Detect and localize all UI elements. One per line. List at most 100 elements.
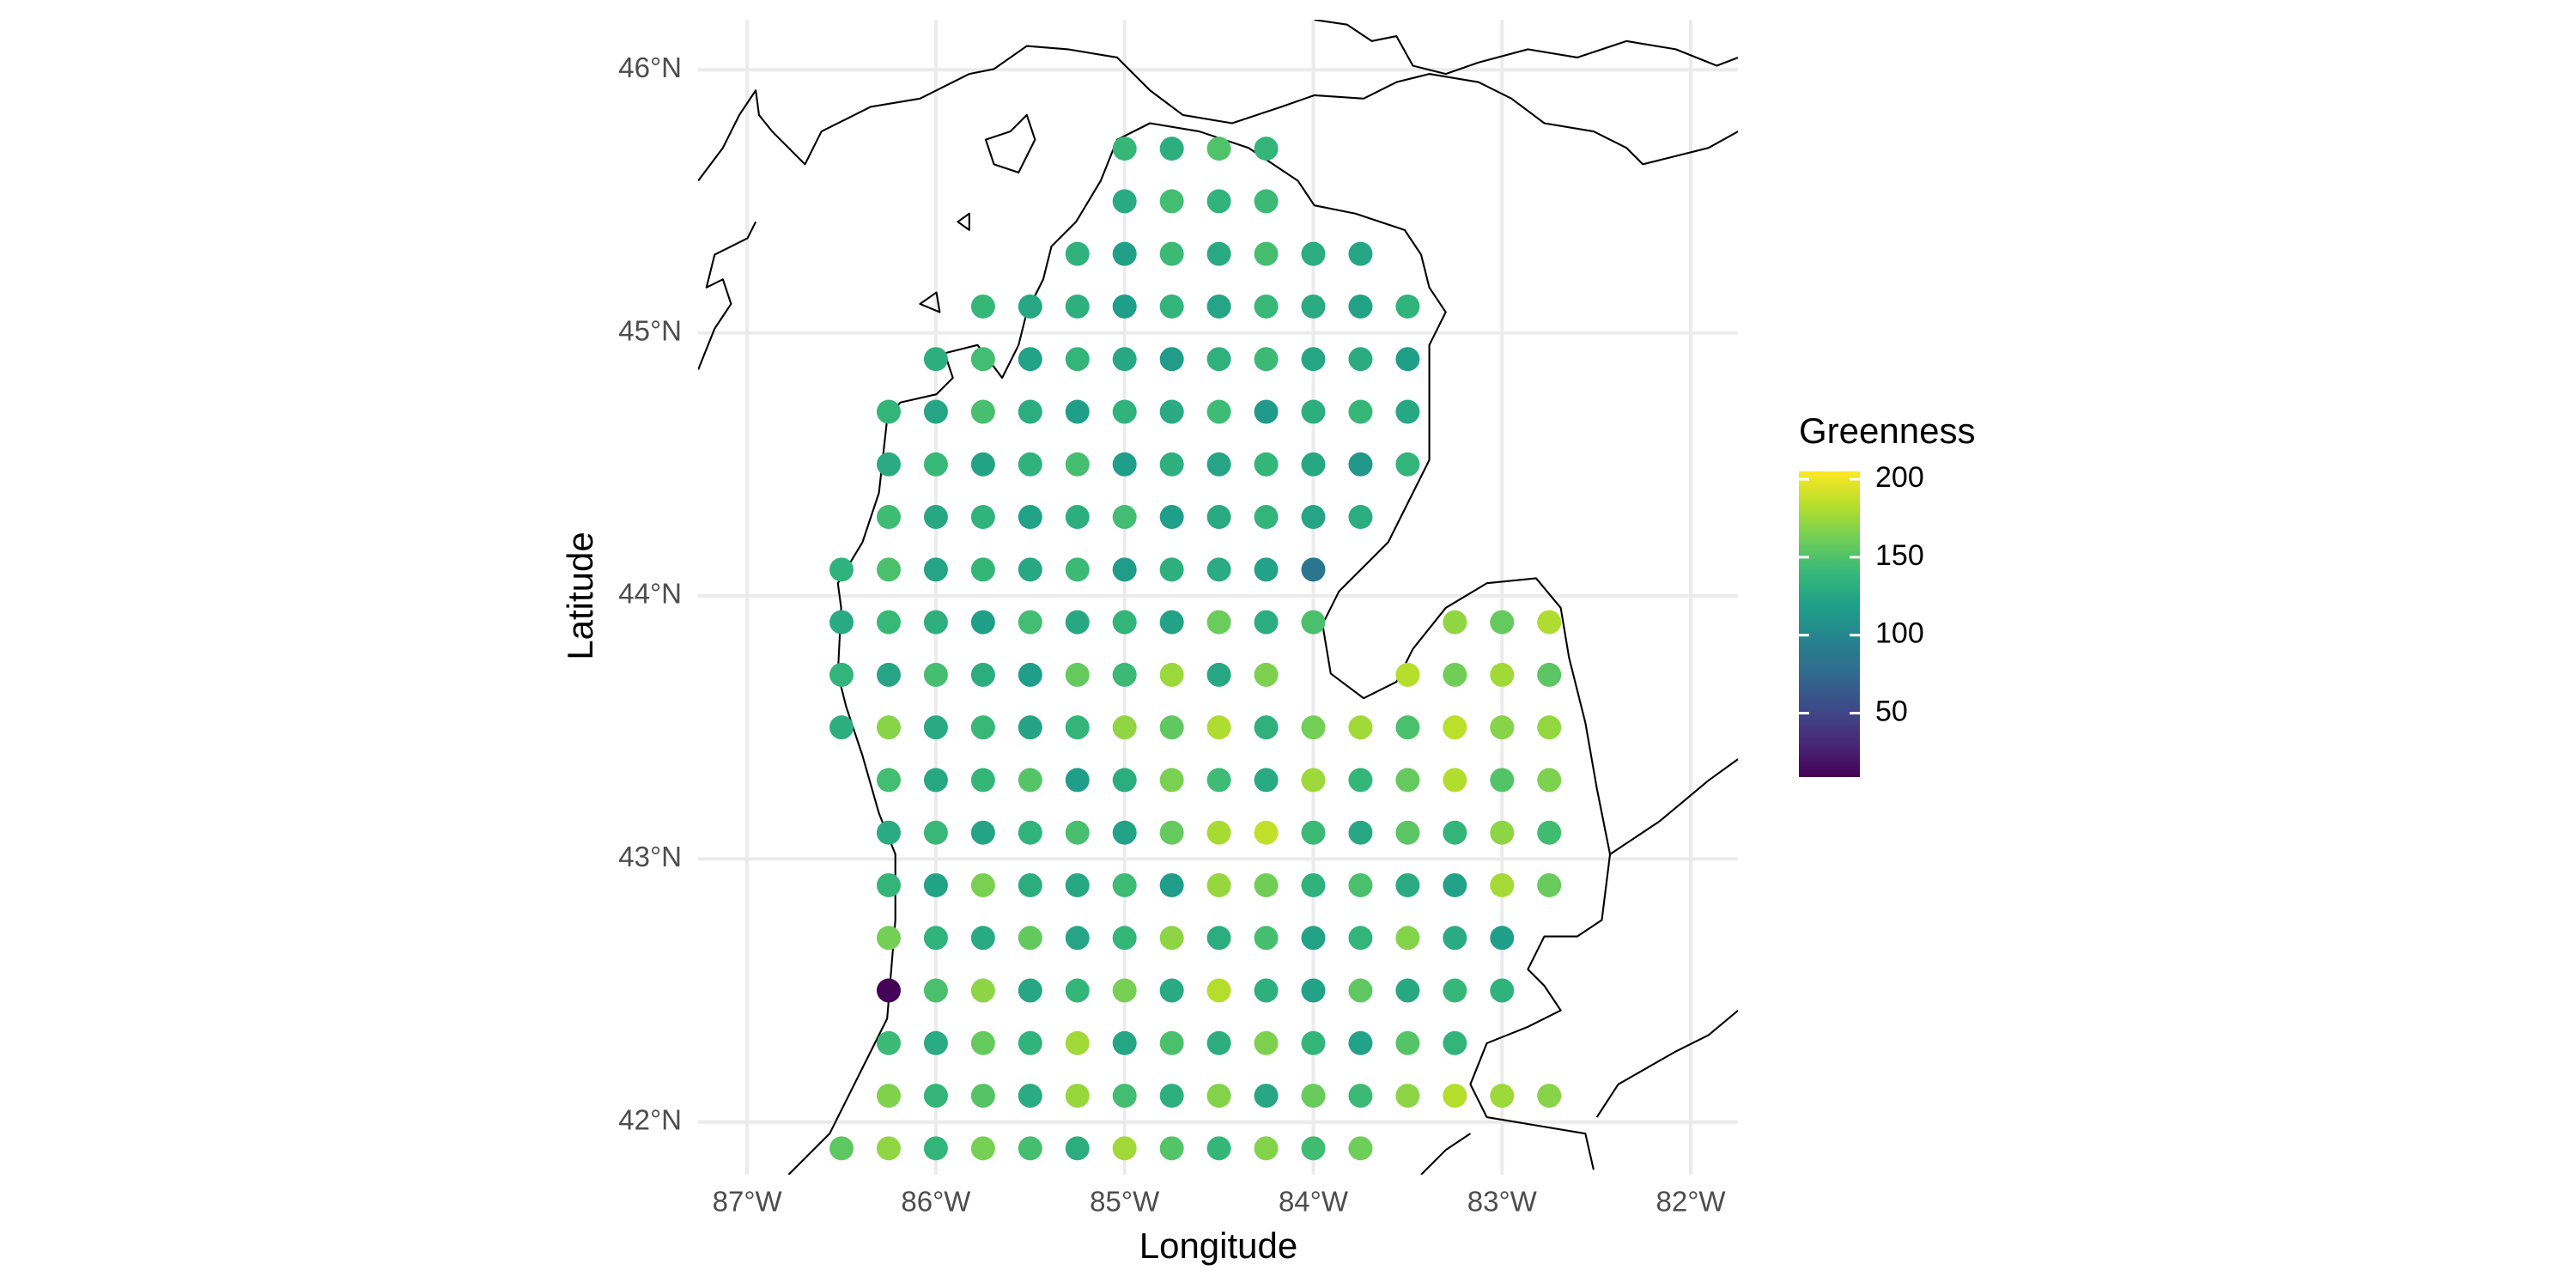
grid-point [1395, 1084, 1420, 1109]
y-tick-label: 44°N [618, 578, 682, 610]
grid-point [1112, 505, 1137, 530]
grid-point [1301, 1136, 1326, 1161]
grid-point [1065, 926, 1090, 951]
grid-point [1206, 505, 1231, 530]
grid-point [1065, 294, 1090, 319]
grid-point [923, 926, 948, 951]
grid-point [1395, 399, 1420, 424]
grid-point [1254, 452, 1279, 477]
grid-point [1301, 1084, 1326, 1109]
grid-point [1206, 1136, 1231, 1161]
grid-point [1301, 715, 1326, 740]
grid-point [923, 399, 948, 424]
grid-point [1065, 820, 1090, 845]
y-tick-label: 42°N [618, 1103, 682, 1135]
grid-point [1490, 872, 1515, 897]
grid-point [1254, 872, 1279, 897]
grid-point [876, 399, 901, 424]
grid-point [970, 1084, 995, 1109]
grid-point [1206, 926, 1231, 951]
grid-point [1348, 872, 1373, 897]
grid-point [1254, 820, 1279, 845]
grid-point [970, 768, 995, 793]
grid-point [923, 820, 948, 845]
grid-point [1018, 1084, 1042, 1109]
x-tick-label: 82°W [1656, 1186, 1727, 1218]
grid-point [1537, 768, 1562, 793]
grid-point [1065, 399, 1090, 424]
grid-point [1018, 978, 1042, 1003]
grid-point [1490, 715, 1515, 740]
grid-point [829, 1136, 854, 1161]
grid-point [970, 610, 995, 635]
grid-point [1301, 610, 1326, 635]
grid-point [1065, 768, 1090, 793]
grid-point [1065, 715, 1090, 740]
grid-point [1206, 241, 1231, 266]
y-tick-label: 43°N [618, 841, 682, 872]
grid-point [1254, 294, 1279, 319]
y-axis-title: Latitude [560, 532, 600, 659]
grid-point [1018, 294, 1042, 319]
grid-point [1065, 557, 1090, 582]
grid-point [1348, 347, 1373, 372]
grid-point [1254, 1030, 1279, 1055]
grid-point [1112, 294, 1137, 319]
grid-point [970, 978, 995, 1003]
grid-point [1301, 978, 1326, 1003]
grid-point [1112, 452, 1137, 477]
grid-point [1018, 1136, 1042, 1161]
grid-point [1254, 768, 1279, 793]
grid-point [1159, 662, 1184, 687]
x-tick-label: 86°W [901, 1186, 971, 1218]
grid-point [1065, 872, 1090, 897]
grid-point [970, 452, 995, 477]
grid-point [1206, 715, 1231, 740]
grid-point [1206, 820, 1231, 845]
colorbar-label: 50 [1875, 696, 1908, 728]
upper-peninsula-coast [698, 45, 1738, 182]
lower-peninsula-coast [787, 122, 1612, 1175]
grid-point [1537, 662, 1562, 687]
grid-point [876, 978, 901, 1003]
grid-point [829, 662, 854, 687]
grid-point [1112, 189, 1137, 214]
grid-point [1159, 1030, 1184, 1055]
grid-point [1301, 399, 1326, 424]
grid-point [1112, 978, 1137, 1003]
grid-point [970, 872, 995, 897]
grid-point [876, 1030, 901, 1055]
grid-point [1254, 347, 1279, 372]
ontario-coast [1609, 758, 1738, 855]
grid-point [1159, 872, 1184, 897]
grid-point [970, 294, 995, 319]
grid-point [1065, 662, 1090, 687]
legend: Greenness 50 100 150 200 [1799, 410, 1975, 777]
grid-point [1395, 872, 1420, 897]
grid-point [1395, 926, 1420, 951]
grid-point [1112, 610, 1137, 635]
grid-point [1018, 872, 1042, 897]
grid-point [1065, 1030, 1090, 1055]
grid-point [1301, 872, 1326, 897]
grid-point [1348, 978, 1373, 1003]
x-tick-label: 87°W [713, 1186, 783, 1218]
x-tick-label: 85°W [1090, 1186, 1160, 1218]
grid-point [1443, 926, 1467, 951]
grid-point [1395, 452, 1420, 477]
colorbar-label: 150 [1875, 539, 1924, 572]
grid-point [1301, 768, 1326, 793]
grid-point [1348, 715, 1373, 740]
grid-point [1206, 662, 1231, 687]
grid-point [1159, 978, 1184, 1003]
grid-point [1112, 715, 1137, 740]
grid-point [1206, 137, 1231, 161]
grid-point [1065, 1136, 1090, 1161]
grid-point [970, 926, 995, 951]
grid-point [1443, 662, 1467, 687]
grid-point [1065, 610, 1090, 635]
grid-point [1443, 768, 1467, 793]
colorbar-label: 200 [1875, 461, 1924, 494]
